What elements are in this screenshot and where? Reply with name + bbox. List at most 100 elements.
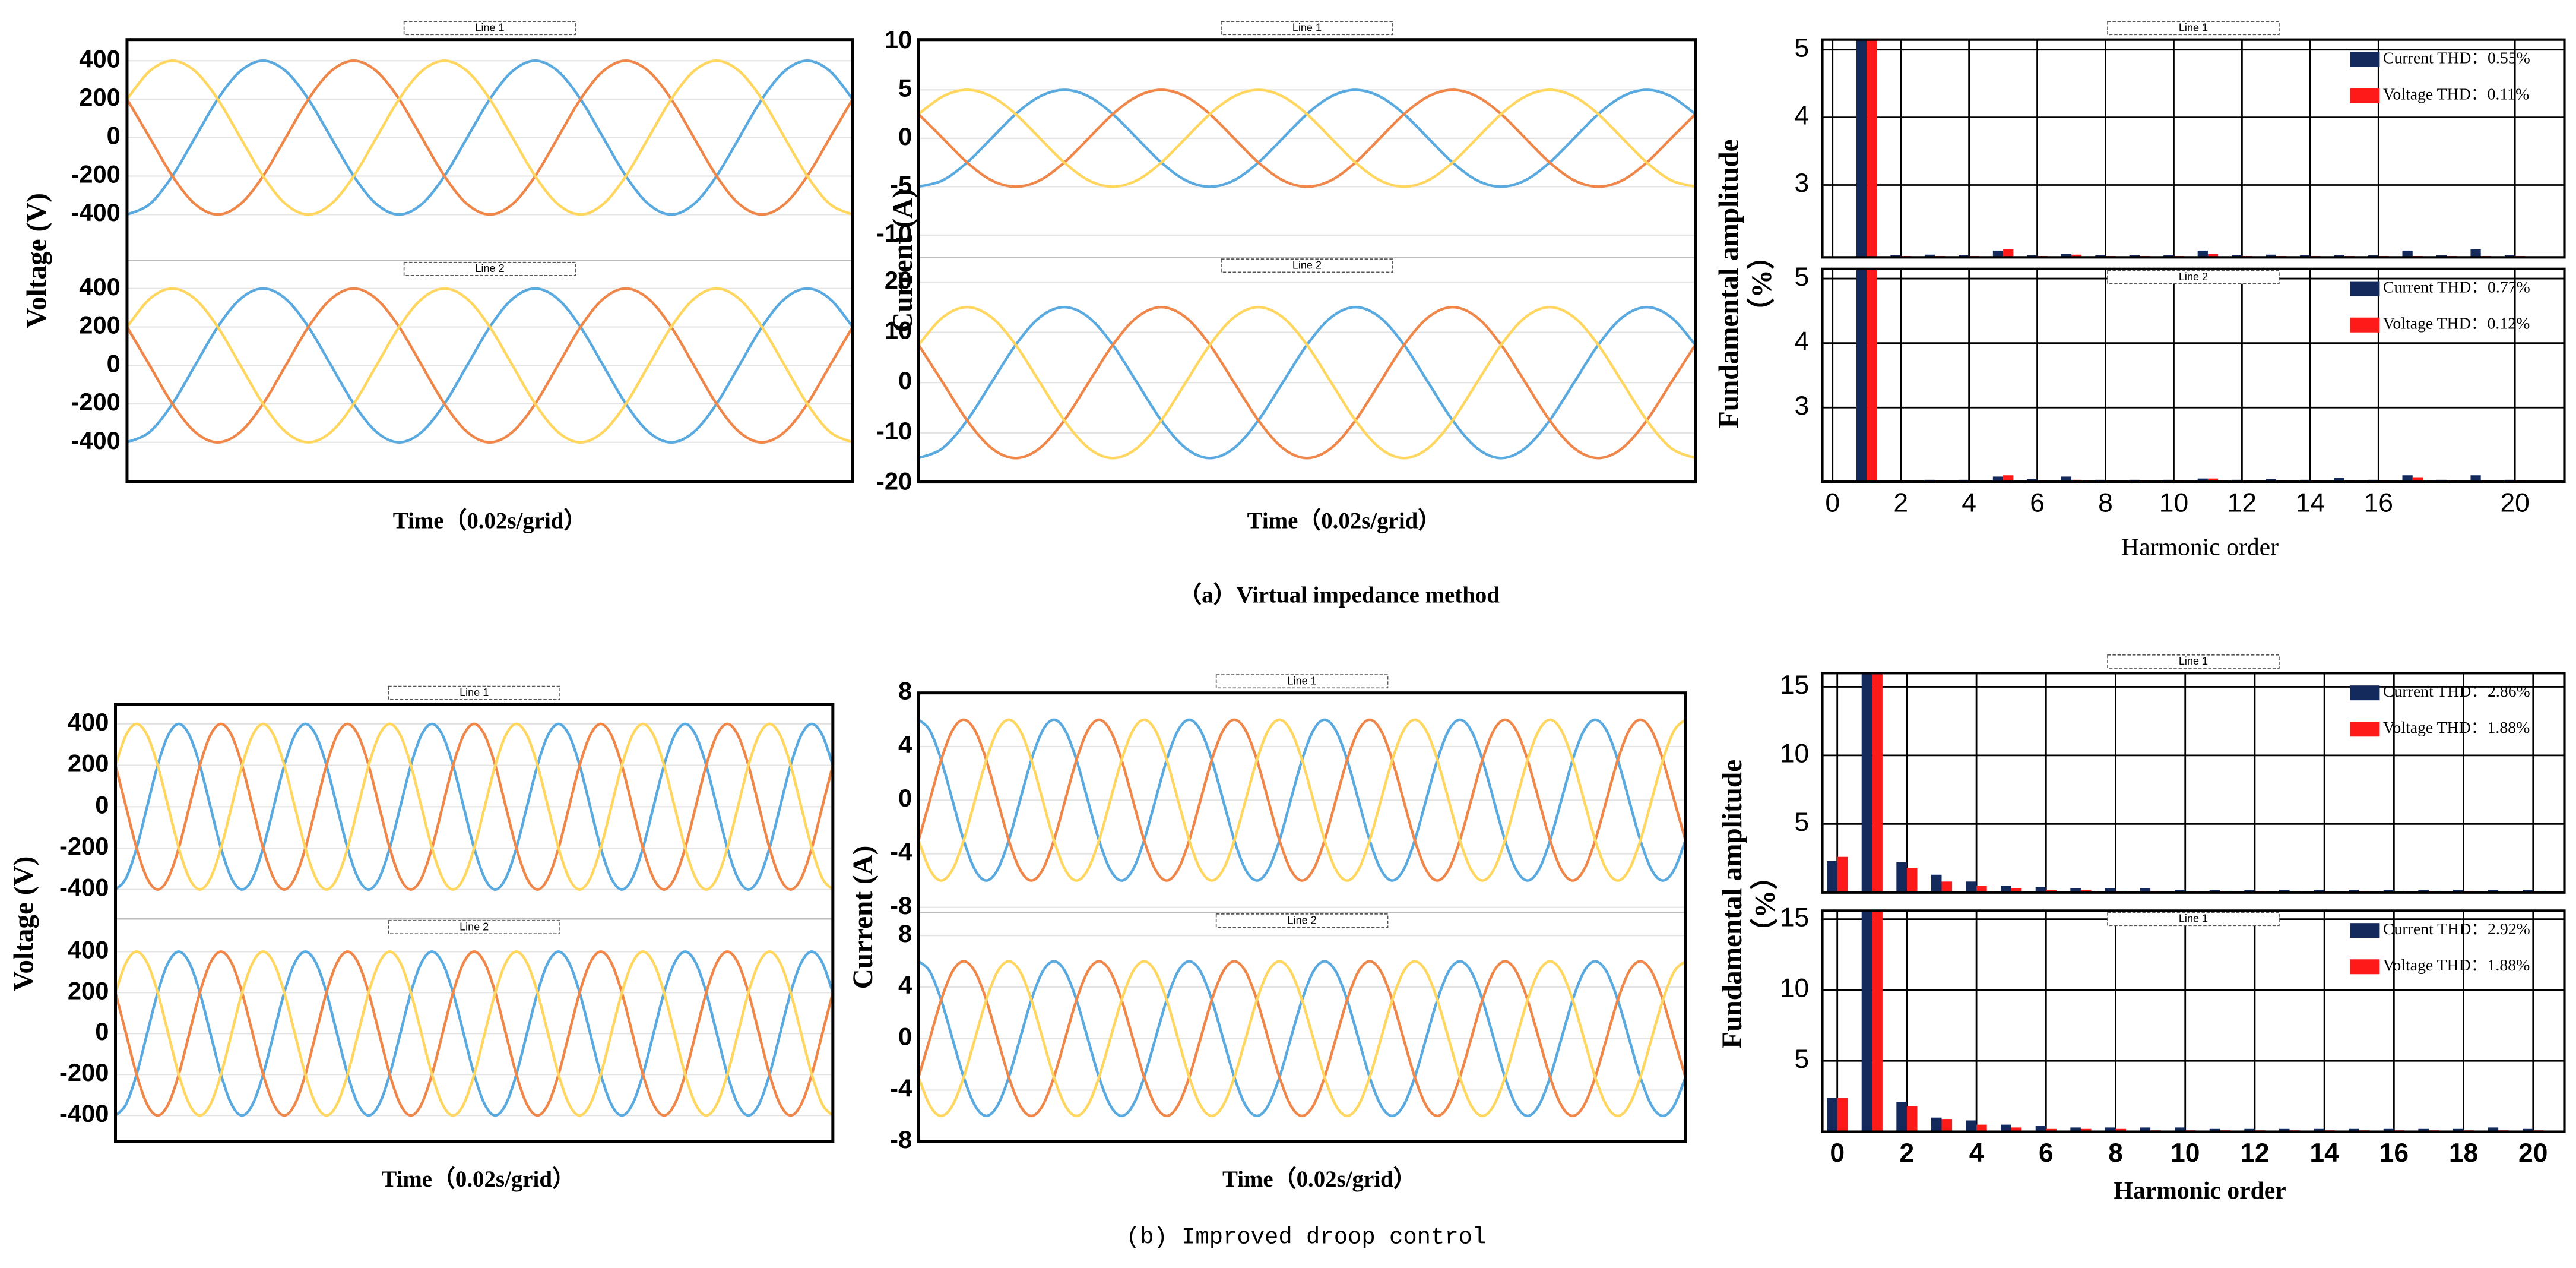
- subplot-frame: [918, 257, 1696, 483]
- x-tick-label: 4: [1962, 489, 1976, 518]
- subplot-label: Line 2: [1288, 914, 1317, 926]
- legend-label: Current THD：0.55%: [2383, 49, 2530, 67]
- y-tick-label: 8: [898, 677, 912, 705]
- bar: [1861, 673, 1872, 893]
- bar: [1992, 476, 2004, 482]
- x-tick-label: 6: [2039, 1139, 2054, 1168]
- subplot-label: Line 2: [1292, 260, 1322, 271]
- subplot-label: Line 1: [1292, 22, 1322, 34]
- y-tick-label: 0: [107, 122, 121, 150]
- bar: [1872, 910, 1883, 1132]
- x-tick-label: 8: [2098, 489, 2113, 518]
- y-tick-label: -8: [890, 891, 912, 919]
- bar: [2207, 478, 2219, 482]
- bar: [1941, 881, 1953, 893]
- y-axis-label: Voltage (V): [22, 193, 53, 328]
- legend-swatch: [2350, 685, 2380, 701]
- y-tick-label: 0: [898, 366, 912, 394]
- y-tick-label: 4: [898, 971, 912, 999]
- bar: [2027, 479, 2038, 482]
- subplot-label: Line 1: [2179, 913, 2208, 925]
- bar: [2175, 1127, 2185, 1132]
- subplot-label-box: [2107, 654, 2280, 669]
- x-tick-label: 8: [2108, 1139, 2123, 1168]
- bar: [1931, 1117, 1942, 1132]
- y-tick-label: 10: [885, 26, 912, 53]
- bar: [2080, 1128, 2092, 1132]
- y-tick-label: 400: [79, 273, 121, 301]
- subplot-label: Line 1: [2179, 22, 2208, 34]
- y-tick-label: 200: [68, 976, 109, 1004]
- legend-swatch: [2350, 722, 2380, 737]
- subplot-label: Line 2: [2179, 271, 2208, 283]
- legend-swatch: [2350, 317, 2380, 333]
- x-tick-label: 4: [1969, 1139, 1984, 1168]
- y-axis-label: Current (A): [888, 189, 918, 333]
- bar: [1976, 1124, 1987, 1132]
- waveform: [917, 960, 1687, 1118]
- bar: [1966, 881, 1977, 893]
- x-tick-label: 12: [2240, 1139, 2269, 1168]
- bar: [2011, 1127, 2022, 1132]
- y-axis-label: Current (A): [848, 846, 879, 989]
- bar: [2418, 890, 2429, 893]
- legend-swatch: [2350, 52, 2380, 67]
- legend-label: Current THD：0.77%: [2383, 278, 2530, 296]
- y-tick-label: 20: [885, 266, 912, 294]
- x-tick-label: 18: [2449, 1139, 2478, 1168]
- bar: [2035, 887, 2046, 893]
- plot-frame: [1821, 267, 2566, 483]
- bar: [2402, 475, 2413, 482]
- x-tick-label: 0: [1830, 1139, 1845, 1168]
- bars: [1856, 268, 2526, 482]
- y-tick-label: 400: [68, 935, 109, 963]
- bar: [1856, 268, 1867, 482]
- bar: [2488, 890, 2499, 893]
- bar: [2523, 1128, 2533, 1132]
- bar: [2209, 890, 2220, 893]
- bar: [1976, 886, 1987, 893]
- y-tick-label: -20: [876, 467, 912, 495]
- legend-swatch: [2350, 88, 2380, 103]
- legend-label: Voltage THD：0.11%: [2383, 85, 2529, 103]
- y-tick-label: -4: [890, 837, 912, 865]
- subplot-label-box: [1221, 21, 1393, 36]
- subplot-label-box: [1221, 258, 1393, 273]
- caption: (b) Improved droop control: [1126, 1225, 1487, 1251]
- waveform: [917, 305, 1696, 460]
- y-tick-label: 15: [1780, 671, 1809, 700]
- legend-swatch: [2350, 959, 2380, 975]
- y-tick-label: -8: [890, 1125, 912, 1153]
- bar: [1924, 254, 1935, 258]
- y-tick-label: 5: [1795, 33, 1810, 62]
- bar: [2001, 1124, 2011, 1132]
- y-tick-label: 5: [1795, 808, 1810, 837]
- bar: [2061, 254, 2072, 258]
- subplot-frame: [918, 39, 1696, 258]
- y-tick-label: 0: [95, 790, 109, 818]
- subplot-frame: [115, 704, 834, 920]
- bar: [1906, 868, 1918, 893]
- bar: [1827, 1098, 1837, 1132]
- waveform: [126, 59, 854, 216]
- bar: [2349, 890, 2359, 893]
- waveform: [917, 88, 1697, 188]
- bar: [2001, 886, 2011, 893]
- bar: [1931, 874, 1942, 893]
- y-tick-label: 400: [79, 45, 121, 72]
- y-tick-label: 8: [898, 919, 912, 947]
- legend-label: Current THD：2.86%: [2383, 682, 2530, 701]
- y-axis-label: Fundamental amplitude: [1714, 139, 1745, 428]
- waveform: [114, 722, 834, 891]
- y-tick-label: 3: [1795, 391, 1810, 420]
- y-tick-label: 200: [79, 311, 121, 339]
- caption: （a）Virtual impedance method: [1178, 582, 1500, 608]
- bar: [1827, 861, 1837, 893]
- plot-frame: [1821, 38, 2566, 259]
- plot-frame: [113, 703, 835, 1143]
- x-axis-label: Time（0.02s/grid）: [381, 1166, 575, 1192]
- bar: [1861, 910, 1872, 1132]
- y-tick-label: -200: [71, 160, 120, 188]
- y-tick-label: 0: [898, 1023, 912, 1051]
